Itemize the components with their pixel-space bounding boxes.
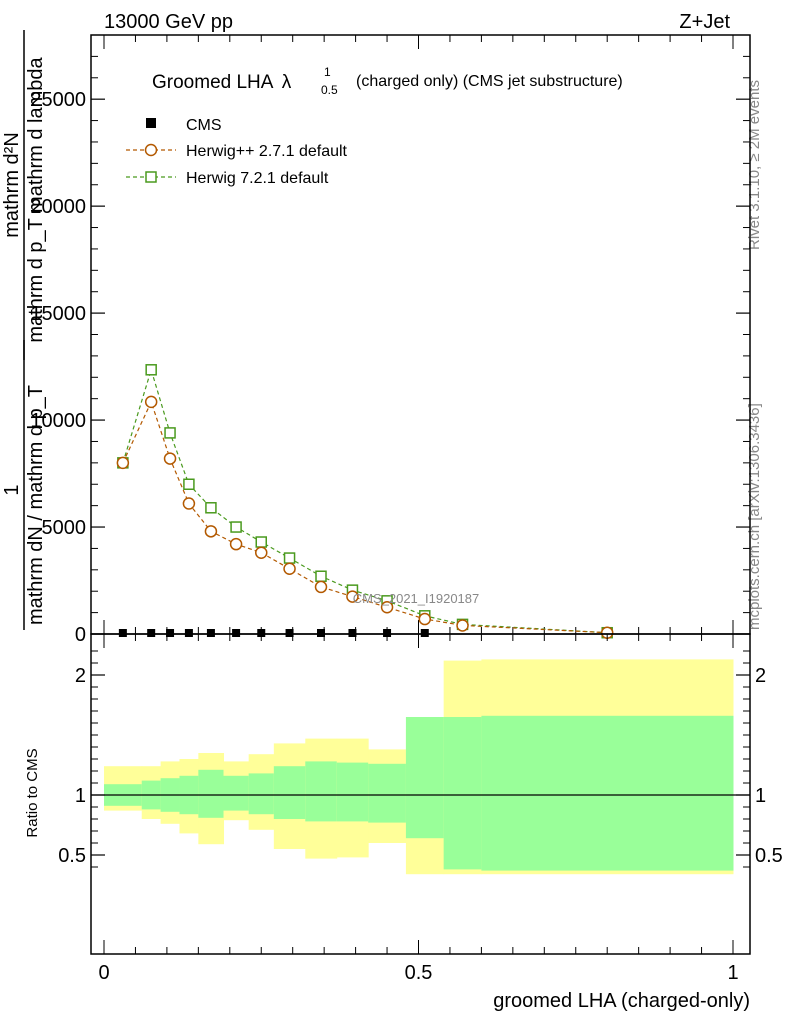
title-subscript: 0.5	[321, 83, 338, 97]
series-line-herwig7	[122, 367, 608, 634]
ylabel-numerator-inner: mathrm d²N	[1, 132, 23, 238]
cms-point	[257, 629, 266, 637]
ratio-ytick-label-right: 1	[755, 785, 766, 807]
cms-point	[317, 629, 326, 637]
cms-point	[285, 629, 294, 637]
main-ytick-label: 5000	[42, 517, 87, 539]
ratio-xtick-label: 0.5	[405, 962, 433, 984]
ratio-green-band	[336, 762, 369, 822]
ratio-ytick-label-left: 0.5	[58, 845, 86, 867]
ratio-ytick-label-left: 2	[75, 665, 86, 687]
herwigpp-point	[204, 525, 218, 538]
ratio-plot-frame	[90, 633, 751, 955]
ylabel-numerator-outer: 1	[1, 484, 23, 495]
plot-title: Groomed LHA λ 1 0.5 (charged only) (CMS …	[152, 65, 623, 97]
energy-label: 13000 GeV pp	[104, 11, 233, 33]
herwigpp-point	[283, 562, 296, 576]
herwigpp-point	[182, 497, 196, 510]
rivet-version-label: Rivet 3.1.10, ≥ 2M events	[746, 80, 763, 250]
ylabel-denominator-outer: mathrm dN / mathrm d p_T	[25, 385, 47, 625]
herwig7-point	[315, 570, 327, 582]
herwig7-point	[283, 552, 296, 564]
herwigpp-point	[456, 619, 469, 632]
main-ylabel: 1 mathrm dN / mathrm d p_T mathrm d²N ma…	[1, 30, 47, 630]
ratio-green-band	[198, 769, 225, 818]
legend-cms-marker	[146, 118, 156, 128]
cms-point	[232, 629, 241, 637]
ylabel-denominator-inner: mathrm d p_T mathrm d lambda	[25, 56, 47, 342]
main-axis-ticks: 0 5000 10000 15000 20000 25000	[30, 35, 750, 646]
main-ytick-label: 25000	[30, 89, 86, 111]
herwigpp-point	[229, 537, 243, 551]
ratio-green-band	[368, 763, 407, 823]
ratio-green-band	[405, 717, 445, 839]
main-ytick-label: 0	[75, 624, 86, 646]
legend-herwig7-marker	[145, 171, 157, 183]
ratio-ytick-label-left: 1	[75, 785, 86, 807]
main-ytick-label: 15000	[30, 303, 86, 325]
herwigpp-point	[346, 590, 359, 603]
ratio-ytick-label-right: 0.5	[755, 845, 783, 867]
herwig7-point	[183, 478, 195, 490]
ratio-axis-ticks: 0 0.5 1 0.5 0.5 1 1 2 2	[58, 634, 783, 984]
ratio-green-band	[443, 717, 482, 870]
legend-herwigpp-marker	[144, 143, 158, 157]
ratio-green-band	[481, 715, 734, 871]
svg-text:Groomed LHA λ: Groomed LHA λ	[152, 72, 292, 93]
title-lambda: λ	[282, 72, 292, 93]
ratio-green-band	[223, 775, 250, 811]
ratio-green-band	[248, 773, 275, 815]
herwig7-point	[205, 502, 217, 514]
ratio-bands-layer	[104, 659, 734, 875]
herwigpp-point	[418, 612, 432, 626]
herwigpp-point	[116, 456, 130, 470]
herwig7-point	[164, 427, 176, 439]
main-ytick-label: 20000	[30, 196, 86, 218]
analysis-watermark: CMS_2021_I1920187	[353, 591, 480, 606]
herwig7-point	[255, 536, 267, 548]
legend-cms-label: CMS	[186, 117, 222, 134]
cms-point	[420, 629, 429, 637]
series-line-herwigpp	[122, 400, 608, 634]
cms-point	[184, 629, 193, 637]
herwigpp-point	[255, 546, 268, 559]
herwigpp-point	[144, 395, 158, 409]
herwig7-point	[145, 364, 157, 376]
process-label: Z+Jet	[679, 11, 730, 33]
title-superscript: 1	[324, 65, 331, 79]
ratio-green-band	[305, 761, 338, 822]
ratio-ytick-label-right: 2	[755, 665, 766, 687]
ratio-xtick-label: 1	[727, 962, 738, 984]
main-ytick-label: 10000	[30, 410, 86, 432]
legend-herwigpp-label: Herwig++ 2.7.1 default	[186, 143, 348, 160]
herwigpp-point	[314, 580, 328, 594]
cms-point	[206, 629, 215, 637]
cms-point	[383, 629, 392, 637]
title-main: Groomed LHA	[152, 72, 274, 93]
mcplots-label: mcplots.cern.ch [arXiv:1306.3436]	[746, 403, 763, 630]
cms-point	[166, 629, 175, 637]
cms-point	[147, 629, 156, 637]
main-series-layer	[116, 364, 614, 639]
herwigpp-point	[163, 452, 177, 465]
title-rest: (charged only) (CMS jet substructure)	[356, 73, 623, 90]
cms-point	[348, 629, 357, 637]
ratio-xtick-label: 0	[98, 962, 109, 984]
cms-point	[118, 629, 127, 637]
ratio-green-band	[273, 766, 306, 819]
x-axis-label: groomed LHA (charged-only)	[493, 990, 750, 1012]
legend-herwig7-label: Herwig 7.2.1 default	[186, 170, 329, 187]
herwig7-point	[230, 521, 242, 533]
herwigpp-point	[380, 601, 394, 614]
legend: CMS Herwig++ 2.7.1 default Herwig 7.2.1 …	[126, 117, 348, 187]
ratio-ylabel: Ratio to CMS	[24, 748, 41, 837]
